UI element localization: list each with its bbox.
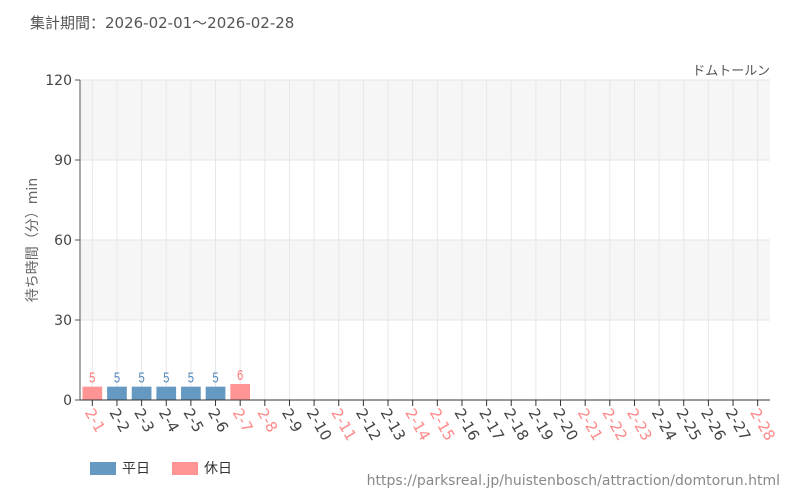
x-tick-label: 2-10 (303, 405, 336, 443)
bar-2-4 (156, 386, 177, 400)
data-label: 6 (237, 366, 243, 383)
x-tick-label: 2-1 (81, 405, 109, 435)
bar-2-7 (230, 384, 251, 400)
data-label: 5 (188, 369, 194, 386)
weekday-swatch (90, 461, 116, 475)
x-tick-label: 2-13 (377, 405, 410, 443)
bar-2-5 (181, 386, 201, 400)
data-label: 5 (89, 369, 95, 386)
grid-band (80, 80, 770, 160)
grid-band (80, 240, 770, 320)
bar-2-6 (205, 386, 226, 400)
x-tick-label: 2-3 (130, 405, 158, 435)
x-tick-label: 2-2 (106, 405, 134, 435)
x-tick-label: 2-28 (746, 405, 779, 443)
x-tick-label: 2-4 (155, 405, 183, 435)
x-tick-label: 2-19 (525, 405, 558, 443)
x-tick-label: 2-18 (500, 405, 533, 443)
x-tick-label: 2-20 (549, 405, 582, 443)
x-tick-label: 2-25 (672, 405, 705, 443)
data-label: 5 (114, 369, 120, 386)
y-tick-label: 90 (54, 153, 72, 169)
period-text: 集計期間：2026-02-01～2026-02-28 (30, 14, 295, 32)
holiday-swatch (172, 461, 198, 475)
x-tick-label: 2-6 (204, 405, 232, 435)
x-tick-label: 2-8 (253, 405, 281, 435)
y-tick-label: 0 (63, 393, 72, 409)
y-tick-label: 60 (54, 233, 72, 249)
data-label: 5 (212, 369, 218, 386)
x-tick-label: 2-21 (574, 405, 607, 443)
legend-weekday-label: 平日 (122, 461, 150, 477)
x-tick-label: 2-12 (352, 405, 385, 443)
bar-2-3 (131, 386, 152, 400)
legend-holiday[interactable]: 休日 (172, 458, 232, 478)
x-tick-label: 2-27 (722, 405, 755, 443)
x-tick-label: 2-22 (598, 405, 631, 443)
x-tick-label: 2-24 (648, 405, 681, 443)
x-tick-label: 2-5 (180, 405, 208, 435)
bar-2-1 (82, 386, 103, 400)
x-tick-label: 2-16 (451, 405, 484, 443)
x-tick-label: 2-14 (401, 405, 434, 443)
y-tick-label: 120 (45, 73, 72, 89)
data-label: 5 (163, 369, 169, 386)
x-tick-label: 2-23 (623, 405, 656, 443)
legend-holiday-label: 休日 (204, 461, 232, 477)
legend-weekday[interactable]: 平日 (90, 458, 150, 478)
legend: 平日 休日 (90, 458, 232, 478)
source-url: https://parksreal.jp/huistenbosch/attrac… (366, 473, 780, 489)
x-tick-label: 2-15 (426, 405, 459, 443)
data-label: 5 (138, 369, 144, 386)
x-tick-label: 2-17 (475, 405, 508, 443)
attraction-name: ドムトールン (692, 64, 770, 79)
x-tick-label: 2-7 (229, 405, 257, 435)
x-tick-label: 2-9 (278, 405, 306, 435)
x-tick-label: 2-26 (697, 405, 730, 443)
y-tick-label: 30 (54, 313, 72, 329)
x-tick-label: 2-11 (327, 405, 360, 443)
bar-2-2 (107, 386, 127, 400)
